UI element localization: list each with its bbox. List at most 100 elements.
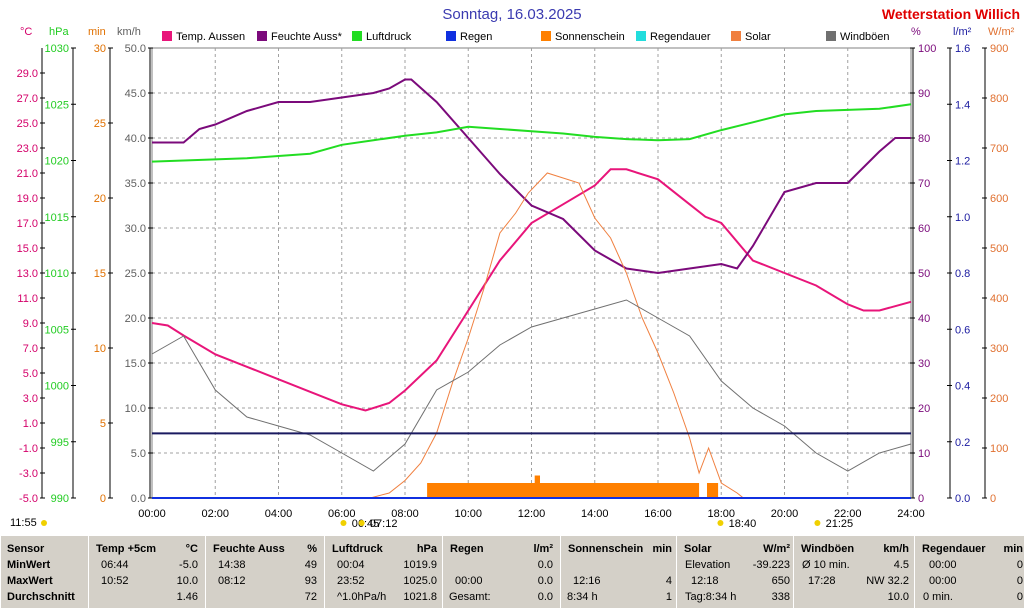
series-line-4 [152,172,911,499]
y-tick-label-solar: 800 [990,93,1008,105]
stats-value: 338 [771,591,790,603]
stats-header: Windböen [801,543,855,555]
x-tick-label: 14:00 [581,508,609,520]
stats-value: 93 [304,575,317,587]
legend-item-gusts: Windböen [826,31,890,43]
stats-day-label: Tag:8:34 h [685,591,737,603]
stats-time: 17:28 [808,575,836,587]
y-tick-label-rain: 0.0 [955,493,970,505]
y-tick-label-pressure: 1015 [45,212,69,224]
y-tick-label-humidity: 90 [918,88,930,100]
legend-label: Regendauer [650,31,711,43]
station-name: Wetterstation Willich [881,6,1020,22]
y-tick-label-solar: 400 [990,293,1008,305]
y-tick-label-solar: 700 [990,143,1008,155]
x-tick-label: 10:00 [454,508,482,520]
time-marker-label: 18:40 [729,518,757,530]
y-tick-label-wind: 15.0 [125,358,146,370]
weather-chart: 00:00 02:00 04:00 06:00 08:00 10:00 12:00 14:00… [17,43,1009,530]
x-tick-label: 06:00 [328,508,356,520]
legend-item-solar: Solar [731,31,771,43]
y-tick-label-temp: 27.0 [17,93,38,105]
unit-solar: W/m² [988,26,1015,38]
y-tick-label-wind: 45.0 [125,88,146,100]
stats-duration: 8:34 h [567,591,598,603]
y-tick-label-temp: 11.0 [17,293,38,305]
y-tick-label-temp: 17.0 [17,218,38,230]
stats-time: 23:52 [337,575,365,587]
stats-elevation-label: Elevation [685,559,731,571]
stats-col-gusts: Windböen km/h Ø 10 min. 4.5 17:28 NW 32.… [793,536,915,608]
y-tick-label-wind: 50.0 [125,43,146,55]
y-tick-label-solar: 0 [990,493,996,505]
y-tick-label-wind: 0.0 [131,493,146,505]
sun-indicator [41,520,47,526]
time-marker-label: 07:12 [370,518,398,530]
statistics-table: Sensor MinWert MaxWert Durchschnitt Temp… [0,536,1024,608]
legend-swatch [446,31,456,41]
stats-header: Sensor [7,543,45,555]
current-time: 11:55 [10,517,37,529]
y-tick-label-minutes: 20 [94,193,106,205]
y-tick-label-pressure: 990 [51,493,69,505]
legend-label: Windböen [840,31,890,43]
stats-value: 10.0 [887,591,909,603]
stats-value: 72 [304,591,317,603]
stats-unit: °C [185,543,198,555]
time-marker-dot [814,520,821,526]
y-tick-label-pressure: 995 [51,437,69,449]
y-tick-label-rain: 1.6 [955,43,970,55]
series-line-2 [151,103,912,163]
series-line-5 [151,299,912,472]
y-tick-label-pressure: 1025 [45,99,69,111]
y-tick-label-wind: 25.0 [125,268,146,280]
stats-value: -39.223 [752,559,790,571]
stats-header: Solar [684,543,712,555]
y-tick-label-humidity: 60 [918,223,930,235]
stats-unit: km/h [883,543,909,555]
legend-item-pressure: Luftdruck [352,31,411,43]
y-tick-label-wind: 10.0 [125,403,146,415]
stats-value: 0.0 [537,591,553,603]
y-tick-label-minutes: 10 [94,343,106,355]
y-tick-label-temp: 7.0 [23,343,38,355]
y-tick-label-pressure: 1005 [45,324,69,336]
unit-wind: km/h [117,26,141,38]
stats-value: 10.0 [176,575,198,587]
y-tick-label-humidity: 50 [918,268,930,280]
x-tick-label: 00:00 [138,508,166,520]
time-marker-label: 21:25 [826,518,854,530]
y-tick-label-wind: 35.0 [125,178,146,190]
stats-col-temp: Temp +5cm °C 06:44 -5.0 10:52 10.0 1.46 [88,536,206,608]
series-line-0 [151,168,912,412]
stats-value: 4 [665,575,672,587]
stats-time: 06:44 [101,559,129,571]
y-tick-label-temp: 29.0 [17,68,38,80]
y-tick-label-temp: 3.0 [23,393,38,405]
legend-swatch [826,31,836,41]
x-tick-label: 12:00 [518,508,546,520]
stats-time: 00:00 [455,575,483,587]
y-tick-label-temp: 21.0 [17,168,38,180]
stats-header: Regendauer [922,543,986,555]
stats-col-sunshine: Sonnenschein min 12:16 4 8:34 h 1 [560,536,677,608]
stats-value: 1021.8 [403,591,437,603]
stats-header: Regen [450,543,484,555]
stats-unit: min [1003,543,1023,555]
y-tick-label-temp: 1.0 [23,418,38,430]
series-area-sunshine [152,475,911,498]
stats-value: 1025.0 [403,575,437,587]
x-tick-label: 22:00 [834,508,862,520]
stats-value: NW 32.2 [866,575,909,587]
legend-item-humidity: Feuchte Auss* [257,31,342,43]
x-tick-label: 18:00 [707,508,735,520]
y-tick-label-rain: 1.4 [955,99,970,111]
page-title: Sonntag, 16.03.2025 [442,6,582,23]
stats-col-pressure: Luftdruck hPa 00:04 1019.9 23:52 1025.0 … [324,536,443,608]
unit-pressure: hPa [49,26,69,38]
x-tick-label: 02:00 [201,508,229,520]
legend-item-rain: Regen [446,31,492,43]
stats-value: 1.46 [176,591,198,603]
unit-minutes: min [88,26,106,38]
stats-duration: 0 min. [923,591,953,603]
